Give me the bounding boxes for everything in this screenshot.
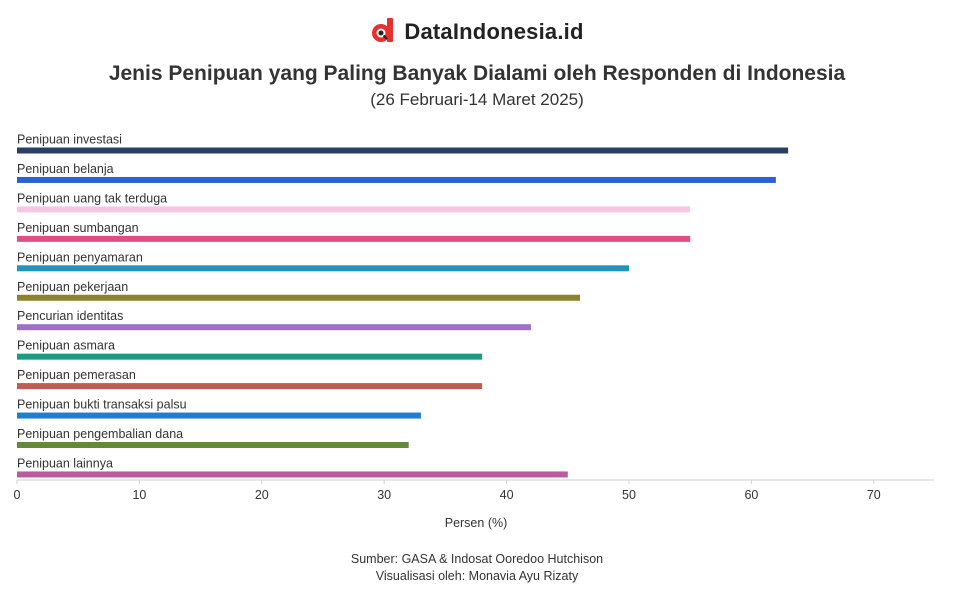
category-label: Penipuan asmara	[17, 339, 115, 353]
category-label: Penipuan pekerjaan	[17, 280, 128, 294]
bar	[17, 206, 691, 213]
category-label: Penipuan belanja	[17, 162, 114, 176]
bar	[17, 471, 568, 478]
category-label: Penipuan bukti transaksi palsu	[17, 398, 187, 412]
bar	[17, 176, 776, 183]
bar-chart: Penipuan investasi Penipuan belanja Penipu…	[14, 133, 934, 530]
chart-footer: Sumber: GASA & Indosat Ooredoo Hutchison…	[0, 551, 954, 585]
brand-name: DataIndonesia.id	[404, 19, 584, 44]
x-tick-label: 70	[867, 488, 881, 502]
x-tick-label: 10	[132, 488, 146, 502]
dataindonesia-logo-icon	[372, 18, 394, 42]
bar	[17, 147, 789, 154]
bar	[17, 442, 409, 448]
x-tick-label: 50	[622, 488, 636, 502]
bar	[17, 383, 483, 390]
x-tick-label: 20	[255, 488, 269, 502]
category-label: Pencurian identitas	[17, 309, 123, 323]
x-tick-label: 60	[744, 488, 758, 502]
category-label: Penipuan sumbangan	[17, 221, 139, 235]
category-label: Penipuan uang tak terduga	[17, 191, 167, 205]
category-label: Penipuan pengembalian dana	[17, 427, 183, 441]
bar	[17, 265, 629, 272]
category-label: Penipuan lainnya	[17, 456, 113, 470]
bar	[17, 324, 532, 331]
chart-title: Jenis Penipuan yang Paling Banyak Dialam…	[108, 62, 846, 85]
bar	[17, 294, 581, 301]
credit-note: Visualisasi oleh: Monavia Ayu Rizaty	[375, 569, 579, 583]
x-tick-label: 0	[14, 488, 21, 502]
brand-header: DataIndonesia.id	[0, 18, 954, 46]
x-tick-label: 40	[500, 488, 514, 502]
chart-subtitle: (26 Februari-14 Maret 2025)	[370, 90, 584, 109]
x-axis-title: Persen (%)	[445, 516, 508, 530]
x-tick-label: 30	[377, 488, 391, 502]
bar	[17, 353, 483, 360]
category-label: Penipuan pemerasan	[17, 368, 136, 382]
category-label: Penipuan penyamaran	[17, 250, 143, 264]
bar	[17, 235, 691, 242]
category-label: Penipuan investasi	[17, 133, 122, 147]
source-note: Sumber: GASA & Indosat Ooredoo Hutchison	[350, 552, 604, 566]
bar	[17, 412, 421, 419]
